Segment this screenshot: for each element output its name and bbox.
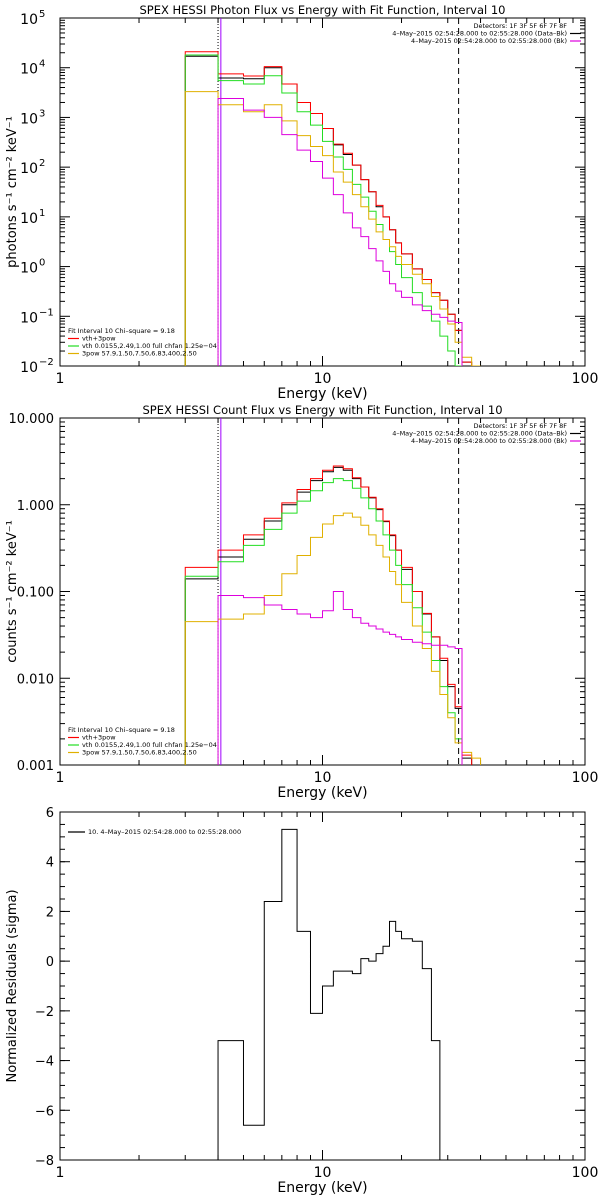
- header-line-0: Detectors: 1F 3F 5F 6F 7F 8F: [473, 22, 567, 30]
- y-tick-label-0: 10: [20, 261, 38, 277]
- y-tick-label-1: 1.000: [17, 499, 54, 514]
- x-tick-label-1: 10: [314, 770, 332, 786]
- y-tick-label-0: 10: [20, 360, 38, 376]
- y-tick-label-0: 10: [20, 62, 38, 78]
- series-line-green-0: [184, 54, 463, 366]
- x-tick-label-2: 1: [56, 1165, 65, 1181]
- y-tick-label-2: −6: [35, 1104, 54, 1119]
- series-line-magenta-1: [217, 591, 463, 765]
- chart-panel-2: 1 10 100 −8 −6 −4 −2 0 2 4 6 Energy (keV) Normalized…: [5, 806, 598, 1196]
- y-tick-label-2: 0: [46, 955, 54, 970]
- y-tick-exponent-0: −1: [39, 307, 54, 318]
- legend-line-0: vth 0.0155,2.49,1.00 full chfan 1.25e−04: [82, 342, 217, 350]
- series-line-yellow-0: [184, 91, 481, 366]
- legend-line-1: 3pow 57.9,1.50,7.50,6.83,400,2.50: [82, 749, 197, 757]
- y-axis-label-1: counts s⁻¹ cm⁻² keV⁻¹: [5, 520, 20, 663]
- y-tick-label-0: 10: [20, 12, 38, 28]
- header-line-1: Detectors: 1F 3F 5F 6F 7F 8F: [473, 422, 567, 430]
- chart-title-0: SPEX HESSI Photon Flux vs Energy with Fi…: [139, 3, 505, 17]
- y-tick-label-0: 10: [20, 310, 38, 326]
- y-tick-exponent-0: −2: [39, 357, 54, 368]
- header-line-0: 4–May–2015 02:54:28.000 to 02:55:28.000 …: [392, 30, 567, 38]
- y-tick-label-0: 10: [20, 161, 38, 177]
- y-tick-label-1: 0.010: [17, 672, 54, 687]
- x-tick-label-0: 10: [314, 371, 332, 387]
- legend-line-0: Fit Interval 10 Chi–square = 9.18: [68, 327, 175, 335]
- legend-line-1: Fit Interval 10 Chi–square = 9.18: [68, 726, 175, 734]
- series-group-2: [217, 828, 441, 1160]
- y-tick-label-0: 10: [20, 111, 38, 127]
- y-tick-label-2: 6: [46, 806, 54, 821]
- series-line-yellow-1: [184, 512, 482, 765]
- y-tick-label-2: 4: [46, 856, 54, 871]
- legend-line-0: 3pow 57.9,1.50,7.50,6.83,400,2.50: [82, 350, 197, 358]
- header-line-1: 4–May–2015 02:54:28.000 to 02:55:28.000 …: [411, 437, 567, 445]
- series-group-1: [184, 465, 482, 765]
- y-axis-label-0: photons s⁻¹ cm⁻² keV⁻¹: [5, 116, 20, 268]
- y-tick-exponent-0: 1: [39, 208, 45, 219]
- chart-panel-1: 1 10 100 0.001 0.010 0.100 1.000 10.000 SPEX HES…: [5, 403, 598, 801]
- series-line-red-1: [184, 465, 473, 765]
- y-tick-exponent-0: 3: [39, 108, 45, 119]
- x-tick-label-1: 100: [572, 770, 599, 786]
- x-tick-label-0: 1: [56, 371, 65, 387]
- y-tick-label-2: 2: [46, 905, 54, 920]
- x-tick-label-2: 100: [572, 1165, 599, 1181]
- y-axis-label-2: Normalized Residuals (sigma): [5, 889, 20, 1082]
- series-line-black-1: [184, 466, 473, 765]
- series-line-black-2: [217, 828, 441, 1160]
- y-tick-label-2: −8: [35, 1154, 54, 1169]
- y-tick-exponent-0: 4: [39, 59, 45, 70]
- y-tick-label-1: 10.000: [9, 412, 55, 427]
- x-axis-label-1: Energy (keV): [277, 785, 367, 801]
- header-line-0: 4–May–2015 02:54:28.000 to 02:55:28.000 …: [411, 37, 567, 45]
- legend-line-1: vth+3pow: [82, 734, 116, 742]
- series-line-green-1: [184, 478, 463, 765]
- plot-frame-0: [59, 17, 586, 367]
- legend-line-0: vth+3pow: [82, 335, 116, 343]
- legend-line-2: 10. 4–May–2015 02:54:28.000 to 02:55:28.…: [88, 828, 241, 836]
- series-group-0: [184, 51, 481, 366]
- y-tick-exponent-0: 0: [39, 258, 45, 269]
- y-tick-exponent-0: 2: [39, 158, 45, 169]
- header-line-1: 4–May–2015 02:54:28.000 to 02:55:28.000 …: [392, 430, 567, 438]
- chart-title-1: SPEX HESSI Count Flux vs Energy with Fit…: [142, 403, 502, 417]
- x-tick-label-0: 100: [572, 371, 599, 387]
- y-tick-label-2: −2: [35, 1005, 54, 1020]
- y-tick-label-1: 0.001: [17, 759, 54, 774]
- x-axis-label-0: Energy (keV): [277, 386, 367, 402]
- x-tick-label-1: 1: [56, 770, 65, 786]
- x-tick-label-2: 10: [314, 1165, 332, 1181]
- y-tick-label-2: −4: [35, 1055, 54, 1070]
- y-tick-label-1: 0.100: [17, 586, 54, 601]
- legend-line-1: vth 0.0155,2.49,1.00 full chfan 1.25e−04: [82, 741, 217, 749]
- series-line-magenta-0: [217, 98, 463, 366]
- y-tick-label-0: 10: [20, 211, 38, 227]
- x-axis-label-2: Energy (keV): [277, 1180, 367, 1196]
- y-tick-exponent-0: 5: [39, 9, 45, 20]
